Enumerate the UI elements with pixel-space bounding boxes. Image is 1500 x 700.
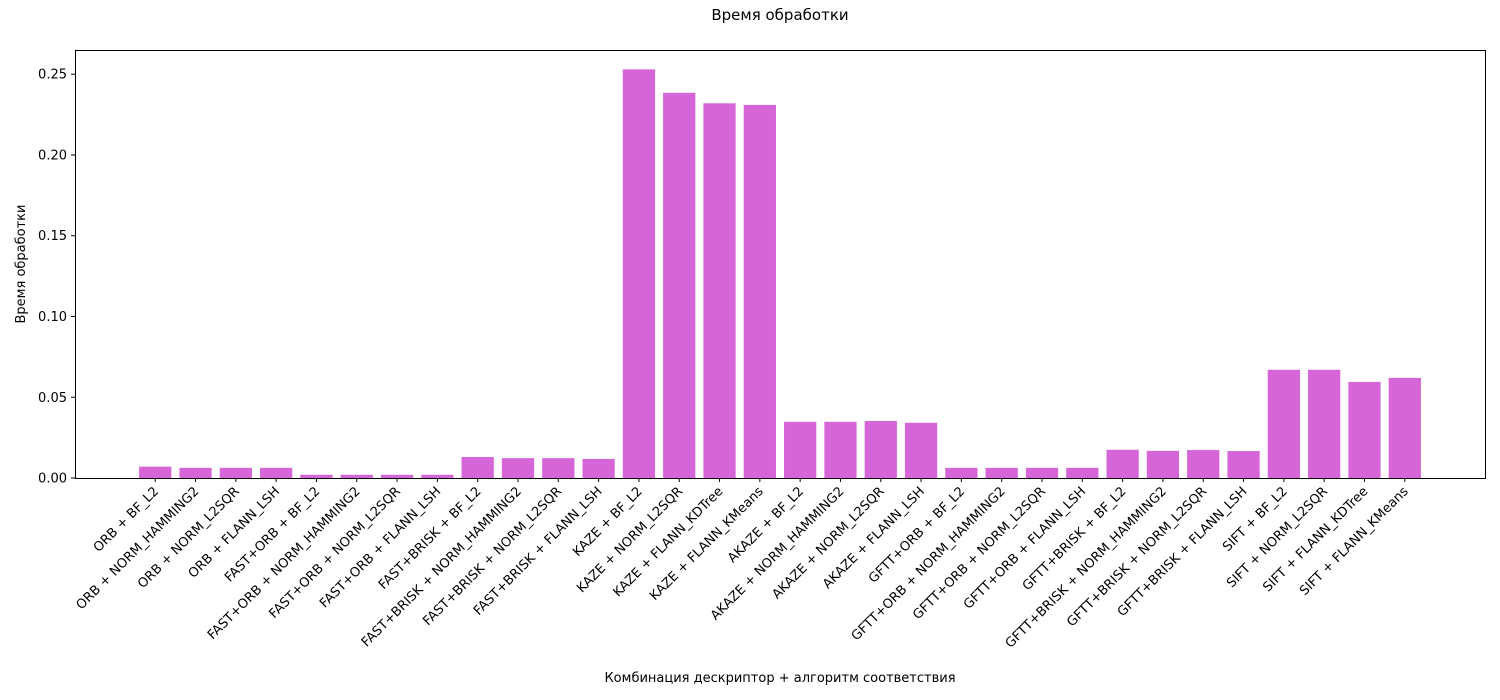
bar bbox=[1388, 377, 1421, 478]
bar bbox=[260, 467, 293, 478]
bar bbox=[582, 458, 615, 478]
bar bbox=[743, 104, 776, 478]
y-tick-label: 0.05 bbox=[38, 391, 67, 406]
bar bbox=[1187, 450, 1220, 478]
bar bbox=[703, 103, 736, 479]
plot-frame bbox=[75, 50, 1486, 479]
x-tick-label: KAZE + BF_L2 bbox=[570, 484, 646, 560]
bar bbox=[380, 474, 414, 478]
bar bbox=[421, 474, 454, 478]
y-axis-label: Время обработки bbox=[14, 205, 29, 324]
bar bbox=[663, 92, 696, 479]
bar bbox=[1106, 449, 1139, 478]
bar bbox=[1025, 467, 1059, 478]
bar bbox=[985, 467, 1018, 478]
y-axis: 0.00 0.05 0.10 0.15 0.20 0.25 bbox=[38, 68, 75, 487]
x-axis-label: Комбинация дескриптор + алгоритм соответ… bbox=[604, 671, 955, 686]
bar bbox=[179, 467, 212, 478]
bar bbox=[824, 421, 857, 478]
chart-title: Время обработки bbox=[711, 6, 848, 24]
bar bbox=[784, 421, 817, 478]
y-tick-label: 0.00 bbox=[38, 472, 67, 487]
bar bbox=[945, 467, 978, 478]
bar bbox=[904, 422, 938, 478]
y-tick-label: 0.10 bbox=[38, 310, 67, 325]
y-tick-label: 0.15 bbox=[38, 229, 67, 244]
bar bbox=[1227, 451, 1260, 478]
bar bbox=[219, 467, 252, 478]
y-tick-label: 0.20 bbox=[38, 148, 67, 163]
bar bbox=[622, 69, 656, 478]
bar bbox=[1348, 381, 1381, 478]
bar bbox=[300, 474, 333, 478]
bar bbox=[340, 474, 373, 478]
bar bbox=[139, 466, 172, 478]
bars-group bbox=[139, 69, 1421, 479]
bar bbox=[1267, 369, 1300, 478]
y-tick-label: 0.25 bbox=[38, 68, 67, 83]
bar bbox=[542, 458, 575, 478]
bar bbox=[1146, 450, 1180, 478]
bar bbox=[864, 420, 897, 478]
bar bbox=[501, 458, 535, 478]
bar bbox=[1308, 369, 1341, 478]
bar bbox=[1066, 467, 1099, 478]
bar bbox=[461, 457, 494, 478]
